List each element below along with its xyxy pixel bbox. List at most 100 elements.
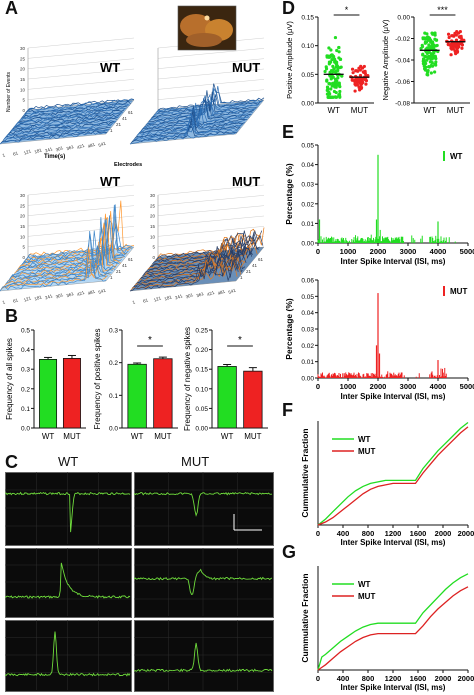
electrode-trace	[129, 132, 237, 145]
y-tick-label: 0.2	[21, 386, 30, 393]
grid-line	[157, 89, 265, 100]
data-point-wt	[328, 70, 332, 74]
electrode-trace	[3, 129, 110, 141]
data-point-wt	[428, 60, 433, 64]
x-tick-label: 5000	[460, 382, 474, 391]
time-tick-label: 361	[66, 144, 75, 151]
legend-label: MUT	[358, 447, 375, 456]
time-tick-label: 421	[206, 290, 215, 297]
data-point-mut	[351, 71, 355, 75]
data-point-mut	[355, 79, 359, 83]
trace-wt-title: WT	[58, 454, 79, 469]
time-tick-label: 361	[196, 291, 205, 298]
grid-line	[157, 79, 265, 90]
y-tick-label: 0.02	[301, 343, 314, 350]
time-tick-label: 1	[2, 299, 7, 305]
z-tick-label: 0	[22, 255, 25, 260]
data-point-wt	[434, 38, 439, 42]
grid-line	[157, 68, 265, 80]
data-point-wt	[425, 32, 429, 36]
trace-mut-title: MUT	[181, 454, 210, 469]
x-tick-label: 1200	[385, 674, 402, 683]
series-line-wt	[317, 421, 469, 526]
electrode-tick-label: 1	[110, 128, 113, 133]
x-tick-label: 3000	[400, 247, 417, 256]
z-tick-label: 10	[150, 234, 156, 239]
significance-marker: ***	[437, 5, 448, 15]
electrode-trace	[8, 121, 116, 134]
x-tick-label: WT	[423, 106, 436, 115]
electrode-trace	[154, 233, 261, 262]
electrode-trace	[129, 261, 237, 292]
y-tick-label: 0.0	[21, 426, 30, 433]
grid-line	[27, 195, 135, 206]
electrode-tick-label: 61	[128, 257, 134, 262]
electrode-tick-label: 1	[110, 275, 113, 280]
data-point-wt	[433, 70, 437, 74]
electrode-tick-label: 41	[252, 263, 258, 268]
x-tick-label: WT	[221, 432, 234, 441]
data-point-mut	[350, 67, 355, 71]
electrode-trace	[9, 119, 117, 133]
x-tick-label: 4000	[430, 382, 447, 391]
legend-label: WT	[358, 435, 371, 444]
y-tick-label: 0.06	[301, 278, 314, 285]
z-tick-label: 10	[20, 234, 26, 239]
data-point-wt	[337, 45, 341, 50]
data-point-wt	[337, 82, 341, 87]
data-point-wt	[423, 55, 427, 59]
electrode-trace	[26, 98, 133, 112]
electrode-trace	[15, 243, 122, 273]
data-point-mut	[353, 79, 357, 83]
data-point-wt	[428, 56, 432, 60]
time-tick-label: 481	[217, 289, 226, 296]
electrode-trace	[0, 233, 107, 292]
grid-line	[27, 58, 135, 69]
trace-wt-3	[5, 620, 132, 692]
electrode-trace	[25, 223, 132, 260]
x-tick-label: WT	[327, 106, 340, 115]
z-axis-label: Number of Events	[6, 71, 12, 112]
data-point-wt	[433, 31, 437, 35]
x-tick-label: MUT	[63, 432, 80, 441]
electrode-trace	[27, 98, 135, 111]
time-tick-label: 121	[153, 295, 162, 302]
panel-c-traces	[4, 472, 273, 690]
legend-label: MUT	[450, 287, 467, 296]
y-tick-label: 0.10	[195, 386, 208, 393]
electrode-trace	[152, 87, 259, 118]
data-point-mut	[449, 44, 453, 48]
data-point-wt	[323, 69, 327, 74]
y-tick-label: 0.00	[301, 101, 314, 108]
panel-label-c: C	[5, 452, 18, 472]
chart-f-cumulative: 0 400 800 1200 1600 2000 20000 Inter Spike Inte…	[300, 421, 474, 547]
brain-slice-photo	[177, 5, 237, 51]
grid-line	[27, 184, 135, 196]
electrode-trace	[14, 113, 121, 127]
grid-line	[157, 195, 265, 206]
data-point-wt	[427, 36, 432, 40]
electrode-trace	[21, 105, 128, 119]
time-tick-label: 301	[55, 292, 64, 299]
electrode-trace	[135, 124, 242, 138]
data-point-wt	[334, 71, 338, 75]
label-mut-bottom: MUT	[232, 174, 260, 189]
data-point-wt	[430, 31, 434, 35]
y-axis-label: Positive Amplitude (μV)	[285, 21, 294, 99]
time-tick-label: 241	[44, 146, 53, 153]
y-tick-label: 0.05	[195, 406, 208, 413]
x-tick-label: 1600	[410, 674, 427, 683]
electrode-trace	[12, 116, 119, 130]
x-tick-label: 1000	[340, 382, 357, 391]
electrode-tick-label: 41	[122, 263, 128, 268]
data-point-wt	[434, 63, 438, 67]
z-tick-label: 30	[20, 46, 26, 51]
electrode-trace	[25, 100, 132, 113]
grid-line	[27, 215, 135, 227]
data-point-wt	[329, 48, 333, 52]
data-point-mut	[362, 70, 366, 75]
data-point-mut	[460, 46, 464, 50]
electrode-trace	[156, 85, 264, 112]
z-tick-label: 20	[150, 214, 156, 219]
chart-d2-negative-amplitude: 0.00 -0.02 -0.04 -0.06 -0.08 Negative Amplitu…	[381, 5, 470, 115]
